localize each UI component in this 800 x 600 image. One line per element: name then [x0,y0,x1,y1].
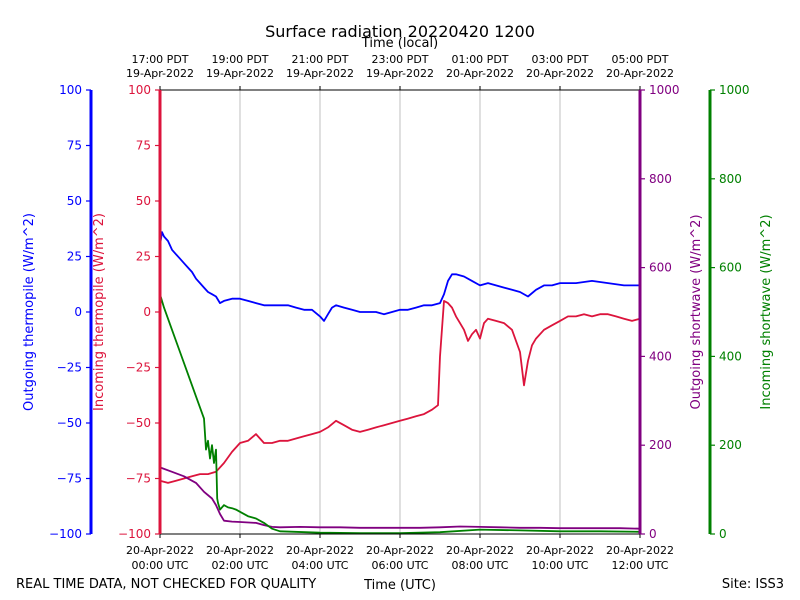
footer-disclaimer: REAL TIME DATA, NOT CHECKED FOR QUALITY [16,577,316,592]
y-tick-label-outgoing_shortwave: 400 [649,349,672,363]
y-tick-label-incoming_thermopile: −25 [126,361,151,375]
x-tick-label-local-time: 23:00 PDT [371,53,428,66]
y-tick-label-incoming_thermopile: 0 [143,305,151,319]
series-line-incoming_shortwave [159,293,641,534]
y-tick-label-incoming_shortwave: 400 [719,349,742,363]
y-tick-label-outgoing_shortwave: 0 [649,527,657,541]
x-tick-label-utc-time: 06:00 UTC [371,559,428,572]
y-tick-label-outgoing_shortwave: 600 [649,261,672,275]
y-tick-label-incoming_thermopile: −100 [118,527,151,541]
footer-site: Site: ISS3 [722,577,784,592]
x-tick-label-utc-date: 20-Apr-2022 [526,544,594,557]
y-axis-label-outgoing_thermopile: Outgoing thermopile (W/m^2) [22,213,37,411]
x-tick-label-local-time: 17:00 PDT [131,53,188,66]
y-tick-label-outgoing_shortwave: 200 [649,438,672,452]
series-line-outgoing_shortwave [159,466,641,530]
y-tick-label-incoming_shortwave: 200 [719,438,742,452]
y-tick-label-incoming_shortwave: 1000 [719,83,750,97]
x-tick-label-utc-time: 02:00 UTC [211,559,268,572]
series-line-incoming_thermopile [159,299,641,484]
y-axis-label-incoming_shortwave: Incoming shortwave (W/m^2) [759,214,774,409]
y-tick-label-outgoing_thermopile: 25 [67,250,82,264]
x-tick-label-utc-date: 20-Apr-2022 [126,544,194,557]
y-tick-label-incoming_thermopile: 100 [128,83,151,97]
x-tick-label-utc-time: 10:00 UTC [531,559,588,572]
y-tick-label-outgoing_shortwave: 800 [649,172,672,186]
x-tick-label-local-time: 03:00 PDT [531,53,588,66]
x-tick-label-utc-date: 20-Apr-2022 [206,544,274,557]
y-tick-label-incoming_thermopile: −50 [126,416,151,430]
x-tick-label-utc-date: 20-Apr-2022 [286,544,354,557]
y-tick-label-outgoing_thermopile: 75 [67,139,82,153]
x-tick-label-local-date: 19-Apr-2022 [286,67,354,80]
y-tick-label-incoming_thermopile: 50 [136,194,151,208]
x-tick-label-local-time: 21:00 PDT [291,53,348,66]
y-tick-label-outgoing_thermopile: 50 [67,194,82,208]
x-tick-label-local-date: 19-Apr-2022 [366,67,434,80]
series-lines [159,231,641,534]
x-tick-label-local-date: 20-Apr-2022 [526,67,594,80]
x-tick-label-utc-time: 00:00 UTC [131,559,188,572]
series-line-outgoing_thermopile [159,231,640,322]
y-tick-label-outgoing_thermopile: −75 [57,472,82,486]
x-tick-label-local-date: 20-Apr-2022 [446,67,514,80]
y-axes: −100 −75 −50 −25 0 25 50 75 100 Outgoing thermopi… [22,83,774,541]
x-tick-label-local-time: 05:00 PDT [611,53,668,66]
x-tick-label-utc-time: 08:00 UTC [451,559,508,572]
y-tick-label-incoming_thermopile: 75 [136,139,151,153]
y-tick-label-outgoing_thermopile: 0 [74,305,82,319]
x-tick-label-utc-date: 20-Apr-2022 [366,544,434,557]
y-tick-label-outgoing_thermopile: −50 [57,416,82,430]
x-tick-label-local-date: 19-Apr-2022 [126,67,194,80]
x-tick-label-utc-time: 12:00 UTC [611,559,668,572]
y-tick-label-incoming_shortwave: 0 [719,527,727,541]
x-tick-label-local-date: 19-Apr-2022 [206,67,274,80]
x-tick-label-local-date: 20-Apr-2022 [606,67,674,80]
y-tick-label-outgoing_thermopile: 100 [59,83,82,97]
y-tick-label-outgoing_shortwave: 1000 [649,83,680,97]
x-tick-label-utc-date: 20-Apr-2022 [446,544,514,557]
y-tick-label-outgoing_thermopile: −100 [49,527,82,541]
chart-title: Surface radiation 20220420 1200 [265,22,535,41]
x-axis-top-label: Time (local) [361,36,438,51]
y-axis-label-outgoing_shortwave: Outgoing shortwave (W/m^2) [689,214,704,409]
y-tick-label-incoming_shortwave: 600 [719,261,742,275]
y-tick-label-outgoing_thermopile: −25 [57,361,82,375]
y-tick-label-incoming_thermopile: 25 [136,250,151,264]
y-tick-label-incoming_thermopile: −75 [126,472,151,486]
grid-lines [239,90,561,534]
x-tick-label-utc-time: 04:00 UTC [291,559,348,572]
x-axis-bottom-label: Time (UTC) [363,578,436,593]
x-tick-label-utc-date: 20-Apr-2022 [606,544,674,557]
y-tick-label-incoming_shortwave: 800 [719,172,742,186]
x-tick-label-local-time: 01:00 PDT [451,53,508,66]
y-axis-label-incoming_thermopile: Incoming thermopile (W/m^2) [92,213,107,411]
x-tick-label-local-time: 19:00 PDT [211,53,268,66]
